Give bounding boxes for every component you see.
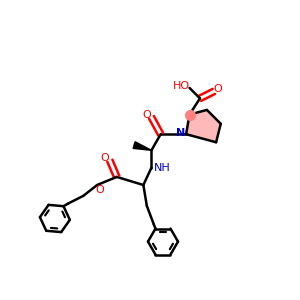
Text: O: O: [95, 184, 104, 195]
Text: O: O: [142, 110, 151, 119]
Text: N: N: [176, 128, 186, 138]
Text: NH: NH: [154, 164, 170, 173]
Polygon shape: [133, 142, 152, 150]
Text: O: O: [100, 153, 109, 163]
Polygon shape: [186, 110, 221, 142]
Text: O: O: [214, 84, 222, 94]
Text: HO: HO: [173, 81, 190, 91]
